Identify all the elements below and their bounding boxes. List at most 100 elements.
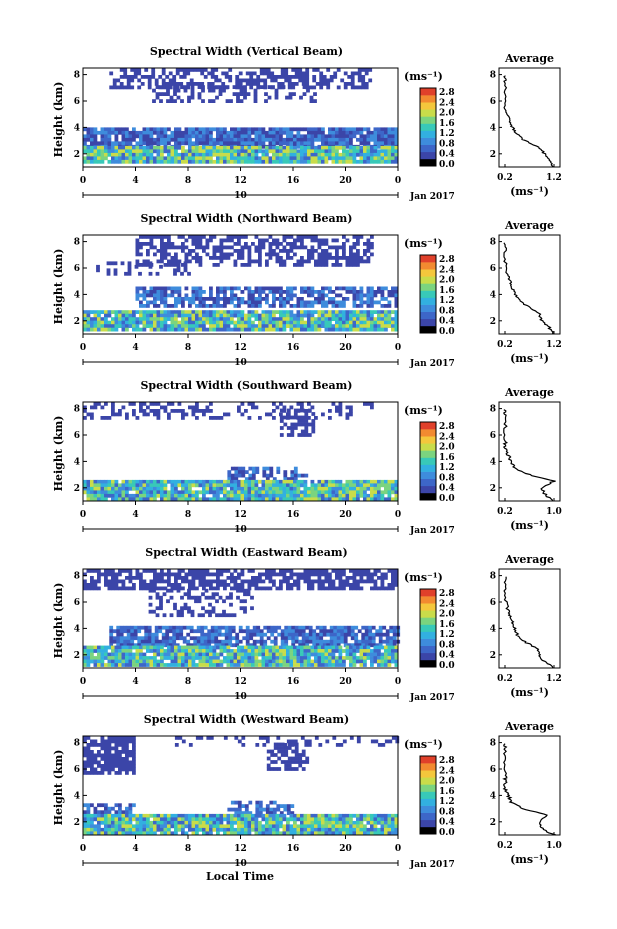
heatmap-cell (207, 82, 212, 86)
heatmap-cell (104, 490, 108, 495)
heatmap-cell (127, 264, 132, 269)
heatmap-cell (288, 92, 293, 96)
heatmap-cell (128, 159, 133, 164)
heatmap-cell (335, 486, 339, 491)
heatmap-cell (230, 313, 234, 318)
heatmap-cell (258, 652, 262, 657)
heatmap-cell (343, 85, 348, 90)
heatmap-cell (275, 497, 280, 502)
heatmap-cell (128, 493, 133, 498)
heatmap-cell (380, 656, 385, 660)
heatmap-cell (174, 259, 178, 264)
heatmap-cell (97, 656, 101, 660)
heatmap-cell (100, 753, 105, 758)
heatmap-cell (375, 632, 380, 637)
heatmap-cell (380, 134, 385, 139)
heatmap-cell (297, 415, 302, 420)
heatmap-cell (198, 235, 203, 239)
heatmap-cell (114, 659, 119, 664)
heatmap-cell (100, 767, 105, 772)
heatmap-cell (243, 95, 247, 100)
heatmap-cell (160, 145, 164, 150)
heatmap-cell (391, 645, 395, 650)
heatmap-cell (343, 643, 348, 648)
heatmap-cell (107, 149, 112, 154)
heatmap-cell (300, 286, 304, 291)
heatmap-cell (219, 141, 224, 146)
heatmap-cell (321, 286, 325, 291)
heatmap-cell (380, 663, 385, 667)
heatmap-cell (259, 78, 264, 83)
heatmap-cell (214, 639, 219, 644)
heatmap-cell (244, 245, 248, 250)
heatmap-cell (279, 659, 283, 664)
heatmap-cell (335, 252, 339, 257)
heatmap-cell (368, 68, 373, 72)
heatmap-cell (317, 130, 322, 135)
heatmap-cell (174, 137, 178, 142)
heatmap-cell (315, 639, 320, 644)
heatmap-cell (233, 659, 238, 664)
heatmap-cell (93, 659, 98, 664)
heatmap-cell (135, 569, 140, 573)
heatmap-cell (370, 310, 374, 314)
heatmap-cell (208, 609, 212, 614)
y-tick-label: 8 (74, 405, 80, 415)
heatmap-cell (321, 141, 325, 146)
heatmap-cell (167, 310, 171, 314)
heatmap-cell (349, 493, 353, 498)
heatmap-cell (212, 490, 217, 495)
heatmap-cell (238, 625, 243, 630)
heatmap-cell (356, 320, 360, 325)
heatmap-cell (181, 324, 185, 328)
heatmap-cell (356, 310, 360, 314)
heatmap-cell (156, 663, 161, 667)
heatmap-cell (109, 625, 114, 630)
heatmap-cell (251, 656, 255, 660)
heatmap-cell (156, 324, 161, 328)
heatmap-cell (279, 490, 283, 495)
heatmap-cell (113, 261, 118, 266)
heatmap-cell (328, 649, 332, 653)
heatmap-cell (279, 259, 283, 264)
heatmap-cell (195, 656, 199, 660)
heatmap-cell (177, 235, 182, 239)
heatmap-cell (237, 145, 241, 150)
heatmap-cell (151, 639, 156, 644)
heatmap-cell (225, 85, 230, 89)
heatmap-cell (373, 149, 378, 154)
heatmap-cell (347, 625, 352, 630)
heatmap-cell (132, 320, 136, 325)
heatmap-cell (86, 586, 91, 591)
heatmap-cell (177, 320, 182, 325)
x-tick-label: 0 (80, 343, 86, 353)
heatmap-cell (254, 286, 259, 291)
heatmap-cell (156, 313, 161, 318)
heatmap-cell (377, 649, 381, 653)
heatmap-cell (338, 145, 343, 150)
heatmap-cell (335, 569, 339, 573)
heatmap-cell (161, 78, 166, 83)
heatmap-cell (338, 127, 343, 132)
heatmap-cell (314, 137, 318, 142)
heatmap-cell (296, 483, 301, 488)
y-tick-label: 6 (74, 264, 80, 274)
heatmap-cell (333, 75, 338, 79)
heatmap-cell (314, 656, 318, 660)
heatmap-cell (160, 149, 164, 154)
heatmap-cell (314, 152, 318, 157)
heatmap-cell (272, 130, 276, 135)
heatmap-cell (153, 304, 157, 308)
heatmap-cell (184, 486, 189, 491)
heatmap-cell (104, 313, 108, 318)
heatmap-cell (269, 473, 274, 478)
heatmap-cell (90, 579, 94, 584)
heatmap-cell (175, 636, 180, 641)
heatmap-cell (156, 134, 161, 139)
heatmap-cell (176, 613, 181, 618)
heatmap-cell (156, 317, 161, 321)
heatmap-cell (223, 412, 227, 417)
heatmap-cell (352, 324, 357, 328)
heatmap-cell (230, 466, 235, 471)
